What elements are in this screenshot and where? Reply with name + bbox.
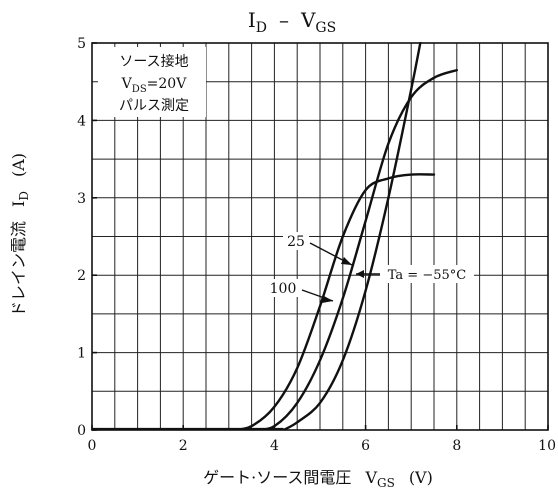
x-tick-label: 0	[88, 438, 97, 454]
chart-title: ID – VGS	[248, 8, 336, 36]
title-separator: –	[279, 8, 289, 32]
y-axis-label-unit: (A)	[9, 153, 28, 177]
y-tick-label: 2	[77, 268, 86, 284]
x-axis-label-symbol: V	[364, 468, 377, 487]
grid-layer	[92, 43, 548, 430]
conditions-box: ソース接地 VDS=20V パルス測定	[98, 47, 206, 117]
y-tick-label: 5	[77, 36, 86, 52]
title-sub-2: GS	[315, 20, 336, 36]
y-tick-label: 1	[77, 346, 86, 362]
series-line-1	[232, 173, 436, 430]
title-sub-1: D	[256, 20, 267, 36]
plot-border	[91, 42, 549, 431]
condition-line-2: VDS=20V	[121, 76, 188, 95]
x-axis-label-sub: GS	[377, 476, 395, 490]
condition-vds-sub: DS	[132, 84, 147, 95]
label-25-arrow	[341, 257, 352, 265]
y-axis-label-sub: D	[17, 191, 31, 201]
y-axis-label: ドレイン電流 ID (A)	[9, 153, 31, 317]
title-main-2: V	[300, 8, 316, 32]
conditions-box-bg	[98, 47, 206, 117]
series-layer	[92, 42, 458, 431]
x-tick-label: 4	[270, 438, 279, 454]
series-line-2	[255, 68, 458, 430]
label-ta-bg	[380, 265, 474, 283]
label-100-arrow	[322, 296, 333, 303]
condition-vds-main: V	[121, 76, 133, 92]
x-axis-label-text: ゲート·ソース間電圧	[203, 468, 351, 487]
label-ta: Ta = −55°C	[388, 268, 467, 283]
condition-line-3: パルス測定	[119, 98, 189, 114]
label-25-bg	[283, 232, 309, 250]
condition-line-1: ソース接地	[119, 53, 188, 70]
y-tick-label: 0	[77, 423, 86, 439]
y-tick-label: 3	[77, 191, 86, 207]
curve-labels: 25 100 Ta = −55°C	[266, 232, 474, 303]
label-ta-arrow	[356, 270, 364, 278]
y-axis-label-text: ドレイン電流	[9, 221, 28, 317]
x-tick-label: 2	[179, 438, 188, 454]
y-axis-label-symbol: I	[9, 201, 28, 207]
label-25: 25	[287, 234, 305, 250]
label-100-bg	[266, 279, 300, 297]
title-main-1: I	[248, 8, 256, 32]
y-tick-label: 4	[77, 113, 86, 129]
x-tick-label: 8	[452, 438, 461, 454]
x-axis-label: ゲート·ソース間電圧 VGS (V)	[203, 468, 433, 490]
label-100: 100	[270, 281, 297, 297]
x-tick-label: 10	[538, 438, 556, 454]
x-tick-label: 6	[361, 438, 370, 454]
series-line-3	[282, 42, 422, 430]
condition-vds-value: =20V	[147, 76, 188, 92]
x-axis-label-unit: (V)	[409, 468, 433, 487]
